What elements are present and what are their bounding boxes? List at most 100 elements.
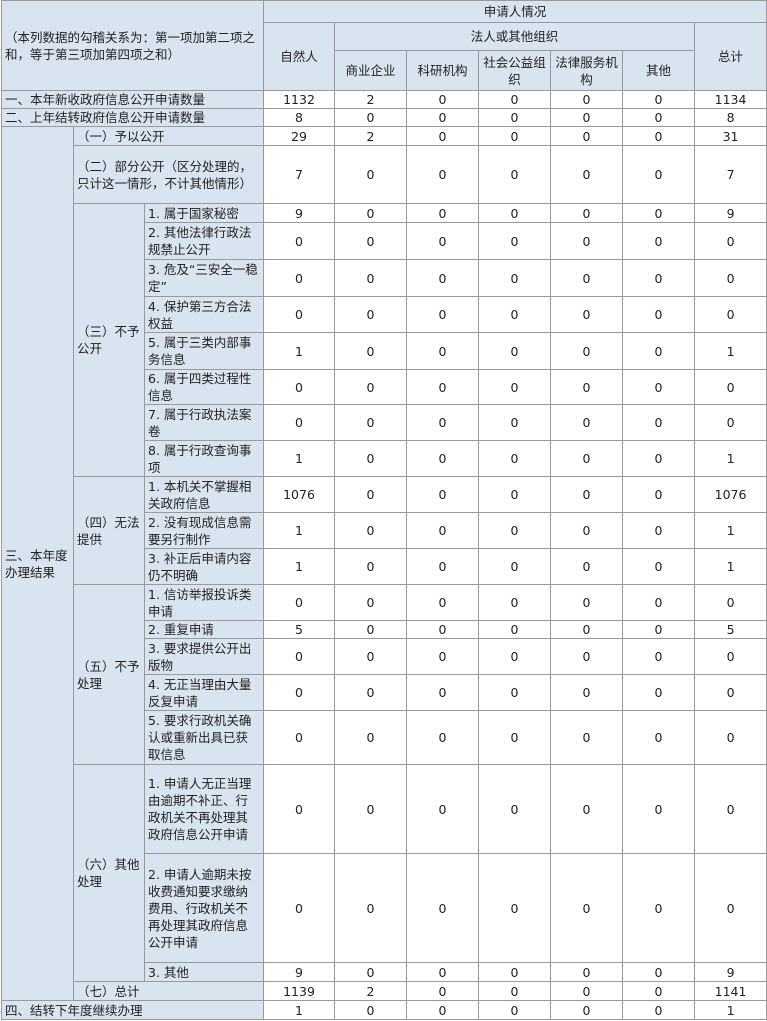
- value-cell: 9: [694, 203, 767, 223]
- value-cell: 0: [406, 584, 480, 621]
- table-row: 7. 属于行政执法案卷 0 0 0 0 0 0 0: [2, 404, 767, 441]
- value-cell: 0: [550, 674, 624, 711]
- table-row: 自然人 法人或其他组织 总计: [2, 22, 767, 91]
- value-cell: 0: [622, 764, 696, 854]
- value-cell: 0: [550, 222, 624, 260]
- table-row: 2. 其他法律行政法规禁止公开 0 0 0 0 0 0 0: [2, 222, 767, 260]
- column-header: 法律服务机构: [550, 50, 624, 91]
- value-cell: 1: [694, 332, 767, 370]
- value-cell: 0: [694, 259, 767, 297]
- table-row: 一、本年新收政府信息公开申请数量 1132 2 0 0 0 0 1134: [0, 90, 767, 109]
- corner-note: （本列数据的勾稽关系为：第一项加第二项之和，等于第三项加第四项之和）: [0, 0, 265, 91]
- value-cell: 0: [550, 404, 624, 441]
- value-cell: 0: [334, 476, 408, 513]
- value-cell: 0: [478, 512, 552, 549]
- value-cell: 0: [334, 962, 408, 982]
- value-cell: 0: [478, 548, 552, 585]
- value-cell: 0: [334, 548, 408, 585]
- value-cell: 0: [406, 108, 480, 127]
- value-cell: 0: [550, 962, 624, 982]
- item-label: 3. 要求提供公开出版物: [143, 638, 265, 675]
- value-cell: 0: [622, 296, 696, 333]
- value-cell: 9: [694, 962, 767, 982]
- value-cell: 0: [478, 369, 552, 405]
- value-cell: 0: [406, 476, 480, 513]
- value-cell: 0: [478, 638, 552, 675]
- value-cell: 1: [694, 548, 767, 585]
- value-cell: 0: [478, 981, 552, 1001]
- table-row: 3. 其他 9 0 0 0 0 0 9: [2, 962, 767, 982]
- value-cell: 0: [478, 764, 552, 854]
- value-cell: 1: [263, 548, 336, 585]
- value-cell: 0: [334, 369, 408, 405]
- column-header: 自然人: [263, 22, 336, 91]
- value-cell: 0: [622, 108, 696, 127]
- table-row: 2. 申请人逾期未按收费通知要求缴纳费用、行政机关不再处理其政府信息公开申请 0 0…: [2, 853, 767, 963]
- group-label: （五）不予处理: [73, 584, 145, 765]
- value-cell: 0: [334, 404, 408, 441]
- value-cell: 0: [478, 476, 552, 513]
- value-cell: 0: [406, 404, 480, 441]
- value-cell: 9: [263, 203, 336, 223]
- value-cell: 0: [263, 296, 336, 333]
- value-cell: 0: [622, 981, 696, 1001]
- value-cell: 0: [478, 710, 552, 765]
- value-cell: 0: [406, 962, 480, 982]
- column-header: 商业企业: [334, 50, 408, 91]
- value-cell: 2: [334, 90, 408, 109]
- value-cell: 0: [622, 90, 696, 109]
- value-cell: 0: [406, 638, 480, 675]
- value-cell: 0: [406, 674, 480, 711]
- value-cell: 0: [622, 512, 696, 549]
- row-label: 一、本年新收政府信息公开申请数量: [0, 90, 265, 109]
- table-row: 5. 属于三类内部事务信息 1 0 0 0 0 0 1: [2, 332, 767, 370]
- column-header: 其他: [622, 50, 696, 91]
- group-label: （四）无法提供: [73, 476, 145, 585]
- value-cell: 0: [478, 332, 552, 370]
- table-row: （六）其他处理 1. 申请人无正当理由逾期不补正、行政机关不再处理其政府信息公开申…: [2, 764, 767, 982]
- item-label: 5. 要求行政机关确认或重新出具已获取信息: [143, 710, 265, 765]
- table-row: （本列数据的勾稽关系为：第一项加第二项之和，等于第三项加第四项之和） 申请人情况: [0, 0, 767, 91]
- item-label: 1. 信访举报投诉类申请: [143, 584, 265, 621]
- value-cell: 0: [478, 853, 552, 963]
- table-row: 三、本年度办理结果 （一）予以公开 29 2 0 0 0 0 31: [1, 126, 767, 1001]
- value-cell: 2: [334, 126, 408, 146]
- group-label: （三）不予公开: [73, 203, 145, 477]
- value-cell: 0: [622, 440, 696, 477]
- value-cell: 1141: [694, 981, 767, 1001]
- item-label: 1. 本机关不掌握相关政府信息: [143, 476, 265, 513]
- subgroup-header: 法人或其他组织: [334, 22, 696, 51]
- value-cell: 0: [622, 620, 696, 639]
- value-cell: 0: [334, 620, 408, 639]
- value-cell: 0: [334, 764, 408, 854]
- item-label: 6. 属于四类过程性信息: [143, 369, 265, 405]
- value-cell: 0: [406, 764, 480, 854]
- value-cell: 0: [622, 203, 696, 223]
- item-label: 3. 危及“三安全一稳定”: [143, 259, 265, 297]
- group-label: （一）予以公开: [72, 126, 265, 146]
- table-row: 四、结转下年度继续办理 1 0 0 0 0 0 1: [0, 1000, 767, 1020]
- value-cell: 0: [406, 710, 480, 765]
- item-label: 1. 申请人无正当理由逾期不补正、行政机关不再处理其政府信息公开申请: [143, 764, 265, 854]
- value-cell: 1: [694, 440, 767, 477]
- value-cell: 0: [478, 584, 552, 621]
- value-cell: 0: [263, 710, 336, 765]
- value-cell: 9: [263, 962, 336, 982]
- value-cell: 1134: [694, 90, 767, 109]
- table-row: 商业企业 科研机构 社会公益组织 法律服务机构 其他: [2, 50, 767, 91]
- table-row: 3. 补正后申请内容仍不明确 1 0 0 0 0 0 1: [2, 548, 767, 585]
- value-cell: 0: [694, 296, 767, 333]
- value-cell: 0: [550, 332, 624, 370]
- table-row: 2. 重复申请 5 0 0 0 0 0 5: [2, 620, 767, 639]
- value-cell: 0: [550, 584, 624, 621]
- table-row: （二）部分公开（区分处理的，只计这一情形，不计其他情形） 7 0 0 0 0 0 7: [2, 145, 767, 204]
- value-cell: 0: [694, 764, 767, 854]
- item-label: 7. 属于行政执法案卷: [143, 404, 265, 441]
- value-cell: 0: [622, 548, 696, 585]
- value-cell: 0: [263, 259, 336, 297]
- value-cell: 0: [263, 369, 336, 405]
- value-cell: 0: [550, 620, 624, 639]
- value-cell: 0: [406, 332, 480, 370]
- table-row: 2. 没有现成信息需要另行制作 1 0 0 0 0 0 1: [2, 512, 767, 549]
- value-cell: 0: [622, 853, 696, 963]
